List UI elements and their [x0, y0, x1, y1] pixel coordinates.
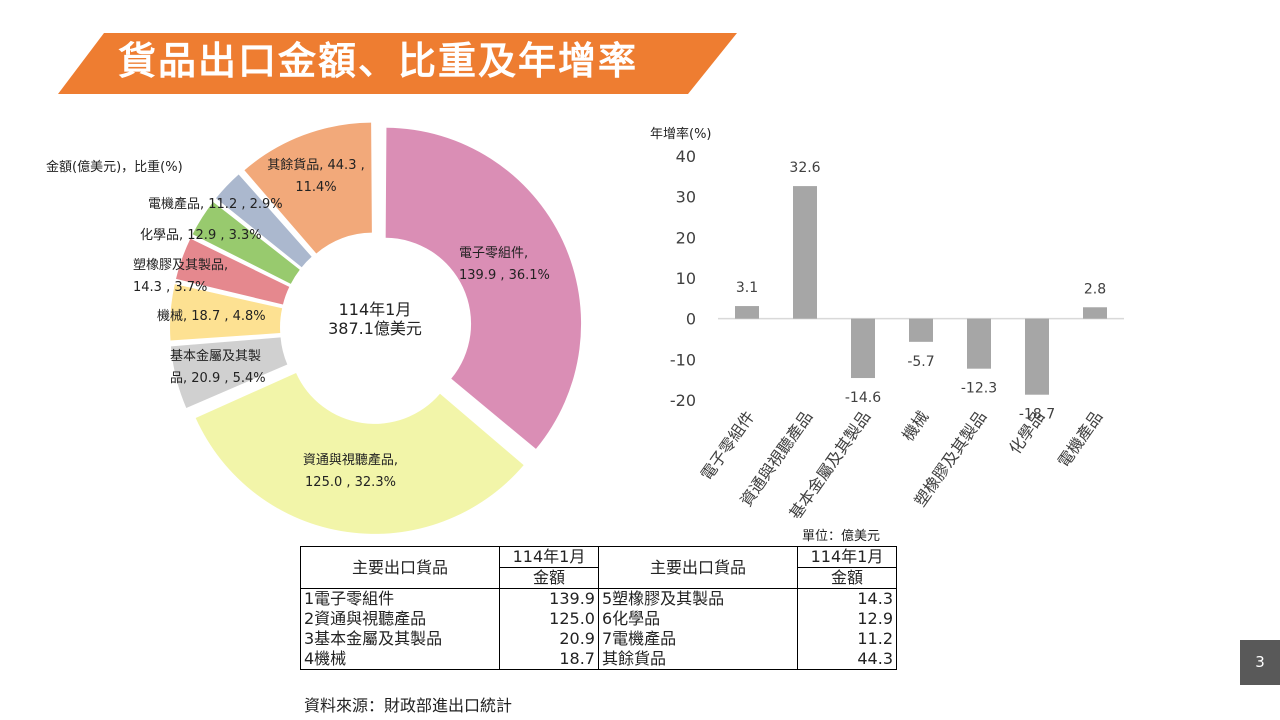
bar	[1025, 318, 1049, 395]
slice-label-line: 塑橡膠及其製品,	[133, 258, 229, 273]
y-tick-label: 10	[676, 269, 696, 288]
page-title: 貨品出口金額、比重及年增率	[118, 39, 639, 83]
slice-label-other-goods: 其餘貨品, 44.3 , 11.4%	[265, 155, 367, 199]
slice-label-plastics-rubber: 塑橡膠及其製品, 14.3 , 3.7%	[133, 255, 228, 299]
table-row: 2資通與視聽產品 125.0 6化學品 12.9	[300, 609, 898, 629]
table-cell-value: 139.9	[499, 588, 599, 609]
bar-data-label: -12.3	[961, 381, 997, 397]
slice-label-ict-products: 資通與視聽產品, 125.0 , 32.3%	[298, 450, 403, 494]
table-row: 1電子零組件 139.9 5塑橡膠及其製品 14.3	[300, 588, 898, 609]
bar	[851, 318, 875, 379]
table-cell-value: 44.3	[796, 649, 898, 670]
bar	[793, 186, 817, 319]
slice-label-line: 125.0 , 32.3%	[305, 475, 396, 490]
slice-label-line: 機械, 18.7 , 4.8%	[157, 309, 266, 324]
slice-label-line: 電機產品, 11.2 , 2.9%	[148, 197, 283, 212]
bar-data-label: -14.6	[845, 390, 881, 406]
donut-slice-ict-products	[195, 373, 524, 534]
donut-slice-other-goods	[244, 122, 372, 254]
table-row: 3基本金屬及其製品 20.9 7電機產品 11.2	[300, 629, 898, 649]
slice-label-machinery: 機械, 18.7 , 4.8%	[157, 306, 266, 328]
table-row: 4機械 18.7 其餘貨品 44.3	[300, 649, 898, 670]
slice-label-line: 電子零組件,	[459, 246, 529, 261]
table-cell-value: 14.3	[796, 588, 898, 609]
slice-label-line: 化學品, 12.9 , 3.3%	[140, 228, 262, 243]
slice-label-line: 11.4%	[295, 180, 337, 195]
bar-data-label: -5.7	[907, 354, 934, 370]
bar-data-label: -18.7	[1019, 407, 1055, 423]
slice-label-chemicals: 化學品, 12.9 , 3.3%	[140, 225, 262, 247]
slice-label-line: 139.9 , 36.1%	[459, 268, 550, 283]
bar-data-label: 32.6	[789, 160, 820, 176]
slice-label-line: 基本金屬及其製	[170, 349, 262, 364]
donut-slice-base-metals	[170, 337, 288, 408]
donut-chart	[170, 122, 582, 534]
table-header-amount: 金額	[499, 567, 599, 589]
y-tick-label: -10	[670, 350, 696, 369]
donut-slice-electrical-machinery	[216, 174, 312, 268]
table-cell-value: 12.9	[796, 609, 898, 629]
bar-data-label: 2.8	[1084, 281, 1106, 297]
table-cell-name: 2資通與視聽產品	[300, 609, 500, 629]
source-note: 資料來源：財政部進出口統計	[304, 696, 513, 715]
slice-label-electronic-components: 電子零組件, 139.9 , 36.1%	[459, 243, 550, 287]
export-table: 主要出口貨品 114年1月 主要出口貨品 114年1月 金額 金額 1電子零組件…	[300, 546, 898, 670]
table-cell-value: 125.0	[499, 609, 599, 629]
slice-label-base-metals: 基本金屬及其製 品, 20.9 , 5.4%	[170, 346, 266, 390]
donut-center-total: 387.1億美元	[328, 319, 422, 338]
table-cell-name: 7電機產品	[597, 629, 798, 649]
bar	[735, 306, 759, 319]
donut-slice-electronic-components	[385, 127, 582, 449]
bar	[1083, 307, 1107, 319]
slice-label-line: 資通與視聽產品,	[302, 453, 399, 468]
x-tick-label: 電子零組件	[697, 407, 758, 483]
title-banner	[58, 33, 737, 94]
page-number: 3	[1240, 640, 1280, 685]
y-tick-label: 40	[676, 147, 696, 166]
table-cell-value: 20.9	[499, 629, 599, 649]
bar	[909, 318, 933, 342]
table-cell-name: 1電子零組件	[300, 588, 500, 609]
slice-label-line: 品, 20.9 , 5.4%	[170, 371, 266, 386]
table-cell-name: 5塑橡膠及其製品	[597, 588, 798, 609]
y-tick-label: 30	[676, 188, 696, 207]
table-cell-name: 4機械	[300, 649, 500, 670]
donut-center-label: 114年1月 387.1億美元	[300, 300, 450, 338]
slice-label-line: 其餘貨品, 44.3 ,	[267, 158, 365, 173]
donut-slice-plastics-rubber	[176, 238, 290, 305]
bar-axis-title: 年增率(%)	[650, 126, 712, 142]
growth-bar-chart: 年增率(%)403020100-10-203.1電子零組件32.6資通與視聽產品…	[650, 126, 1124, 518]
donut-slice-chemicals	[192, 201, 300, 284]
table-header-item: 主要出口貨品	[597, 546, 798, 589]
table-header-item: 主要出口貨品	[300, 546, 500, 589]
table-header-period: 114年1月	[499, 546, 599, 568]
table-cell-name: 其餘貨品	[597, 649, 798, 670]
donut-center-period: 114年1月	[338, 300, 412, 319]
bar-data-label: 3.1	[736, 280, 758, 296]
x-tick-label: 化學品	[1005, 407, 1048, 457]
table-cell-value: 11.2	[796, 629, 898, 649]
title-banner-shape	[58, 33, 737, 94]
table-header-period: 114年1月	[796, 546, 898, 568]
table-unit-label: 單位：億美元	[802, 529, 881, 544]
y-tick-label: 0	[686, 310, 696, 329]
x-tick-label: 電機產品	[1054, 407, 1106, 470]
table-header-amount: 金額	[796, 567, 898, 589]
slice-label-electrical-machinery: 電機產品, 11.2 , 2.9%	[148, 194, 283, 216]
table-cell-name: 6化學品	[597, 609, 798, 629]
table-cell-value: 18.7	[499, 649, 599, 670]
y-tick-label: -20	[670, 391, 696, 410]
donut-unit-label: 金額(億美元)，比重(%)	[46, 160, 183, 175]
y-tick-label: 20	[676, 228, 696, 247]
bar	[967, 318, 991, 369]
x-tick-label: 機械	[898, 407, 932, 444]
slice-label-line: 14.3 , 3.7%	[133, 280, 208, 295]
donut-slice-machinery	[170, 284, 283, 341]
table-cell-name: 3基本金屬及其製品	[300, 629, 500, 649]
